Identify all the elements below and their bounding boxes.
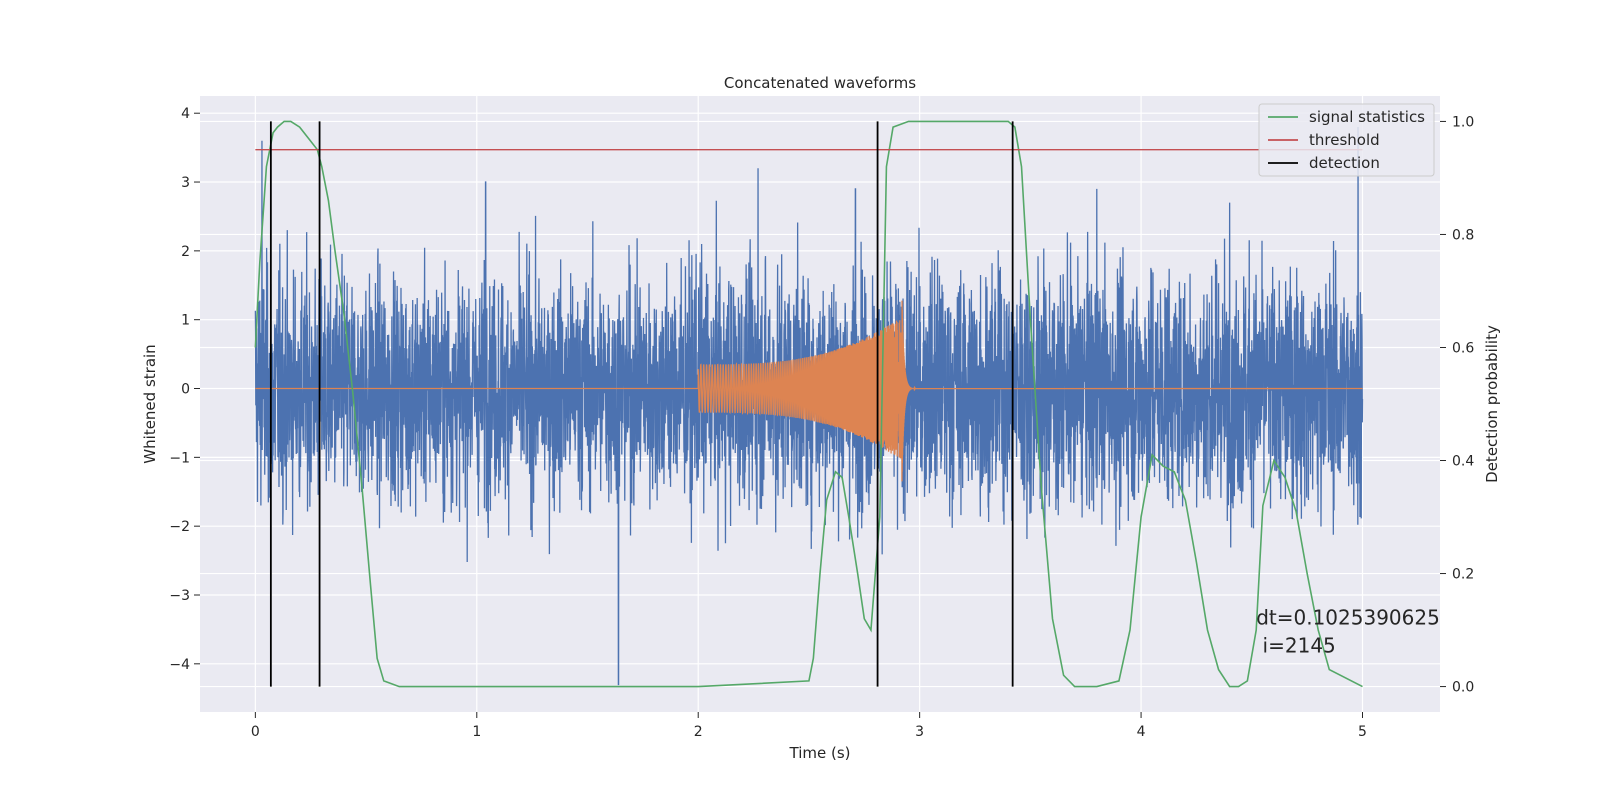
x-tick-label: 4	[1137, 724, 1146, 740]
legend-label-threshold: threshold	[1309, 131, 1380, 149]
y2-tick-label: 0.2	[1452, 567, 1474, 583]
x-axis-label: Time (s)	[789, 744, 851, 762]
y-tick-label: −4	[169, 657, 190, 673]
signal-statistics-line	[254, 120, 1363, 688]
legend-box	[1258, 103, 1435, 177]
chirp-waveform-series	[255, 300, 1363, 482]
y-tick-label: 2	[181, 244, 190, 260]
legend-label-detection: detection	[1309, 154, 1380, 172]
x-tick-label: 1	[472, 724, 481, 740]
y2-tick-label: 0.0	[1452, 680, 1474, 696]
x-tick-label: 5	[1358, 724, 1367, 740]
y-tick-label: 0	[181, 382, 190, 398]
y-tick-label: −2	[169, 519, 190, 535]
y-tick-label: 1	[181, 313, 190, 329]
y2-tick-label: 0.8	[1452, 227, 1474, 243]
legend: signal statistics threshold detection	[1258, 103, 1435, 177]
y2-tick-label: 1.0	[1452, 114, 1474, 130]
y-tick-label: 4	[181, 106, 190, 122]
y-tick-label: −1	[169, 450, 190, 466]
strain-noise-series	[254, 126, 1364, 686]
annotation-dt: dt=0.1025390625	[1256, 605, 1440, 629]
detection-lines	[269, 121, 1014, 687]
y2-tick-label: 0.4	[1452, 454, 1474, 470]
y-tick-label: −3	[169, 588, 190, 604]
y-tick-label: 3	[181, 175, 190, 191]
annotation-index: i=2145	[1256, 633, 1336, 657]
chart-title: Concatenated waveforms	[724, 74, 916, 92]
y2-axis-label: Detection probability	[1483, 325, 1501, 483]
y-axis-label: Whitened strain	[141, 344, 159, 463]
legend-label-signal-statistics: signal statistics	[1309, 108, 1425, 126]
x-tick-label: 3	[915, 724, 924, 740]
x-tick-label: 2	[694, 724, 703, 740]
x-tick-label: 0	[251, 724, 260, 740]
ticks: 0 1 2 3 4 5 −4 −3 −2 −1 0 1 2 3 4 0.0 0.2 0.4 0.6 0.8 1.0	[169, 106, 1474, 740]
y2-tick-label: 0.6	[1452, 340, 1474, 356]
